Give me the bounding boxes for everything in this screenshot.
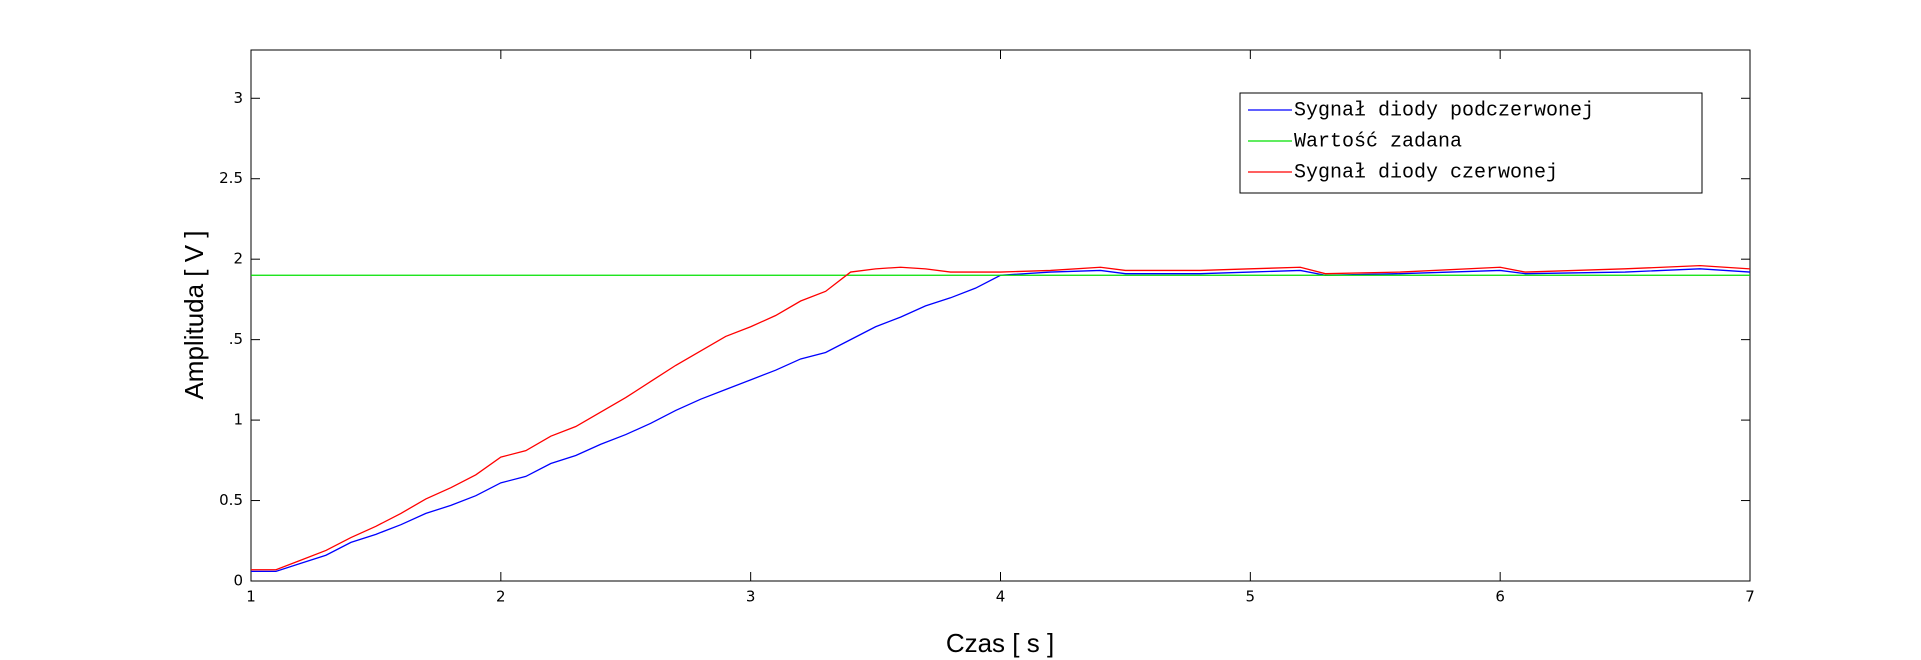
- legend-box: [1239, 92, 1703, 194]
- x-tick-label: 1: [246, 588, 256, 606]
- y-tick-label: .5: [229, 330, 243, 348]
- y-axis-label: Amplituda [ V ]: [179, 230, 209, 399]
- y-tick-label: 3: [233, 89, 243, 107]
- x-tick-label: 4: [996, 588, 1006, 606]
- y-tick-label: 1: [233, 411, 243, 429]
- y-tick-label: 2: [233, 250, 243, 268]
- y-tick-label: 0: [233, 572, 243, 590]
- legend-label: Sygnał diody czerwonej: [1294, 161, 1558, 184]
- y-tick-label: 0.5: [219, 491, 243, 509]
- x-tick-label: 3: [746, 588, 756, 606]
- x-tick-label: 6: [1495, 588, 1505, 606]
- y-tick-label: 2.5: [219, 169, 243, 187]
- x-tick-label: 2: [496, 588, 506, 606]
- x-tick-label: 5: [1246, 588, 1256, 606]
- legend-label: Wartość zadana: [1294, 130, 1462, 153]
- x-tick-label: 7: [1745, 588, 1755, 606]
- series-line: [251, 264, 1751, 571]
- legend-label: Sygnał diody podczerwonej: [1294, 99, 1594, 122]
- series-line: [251, 268, 1751, 572]
- x-axis-label: Czas [ s ]: [946, 628, 1054, 658]
